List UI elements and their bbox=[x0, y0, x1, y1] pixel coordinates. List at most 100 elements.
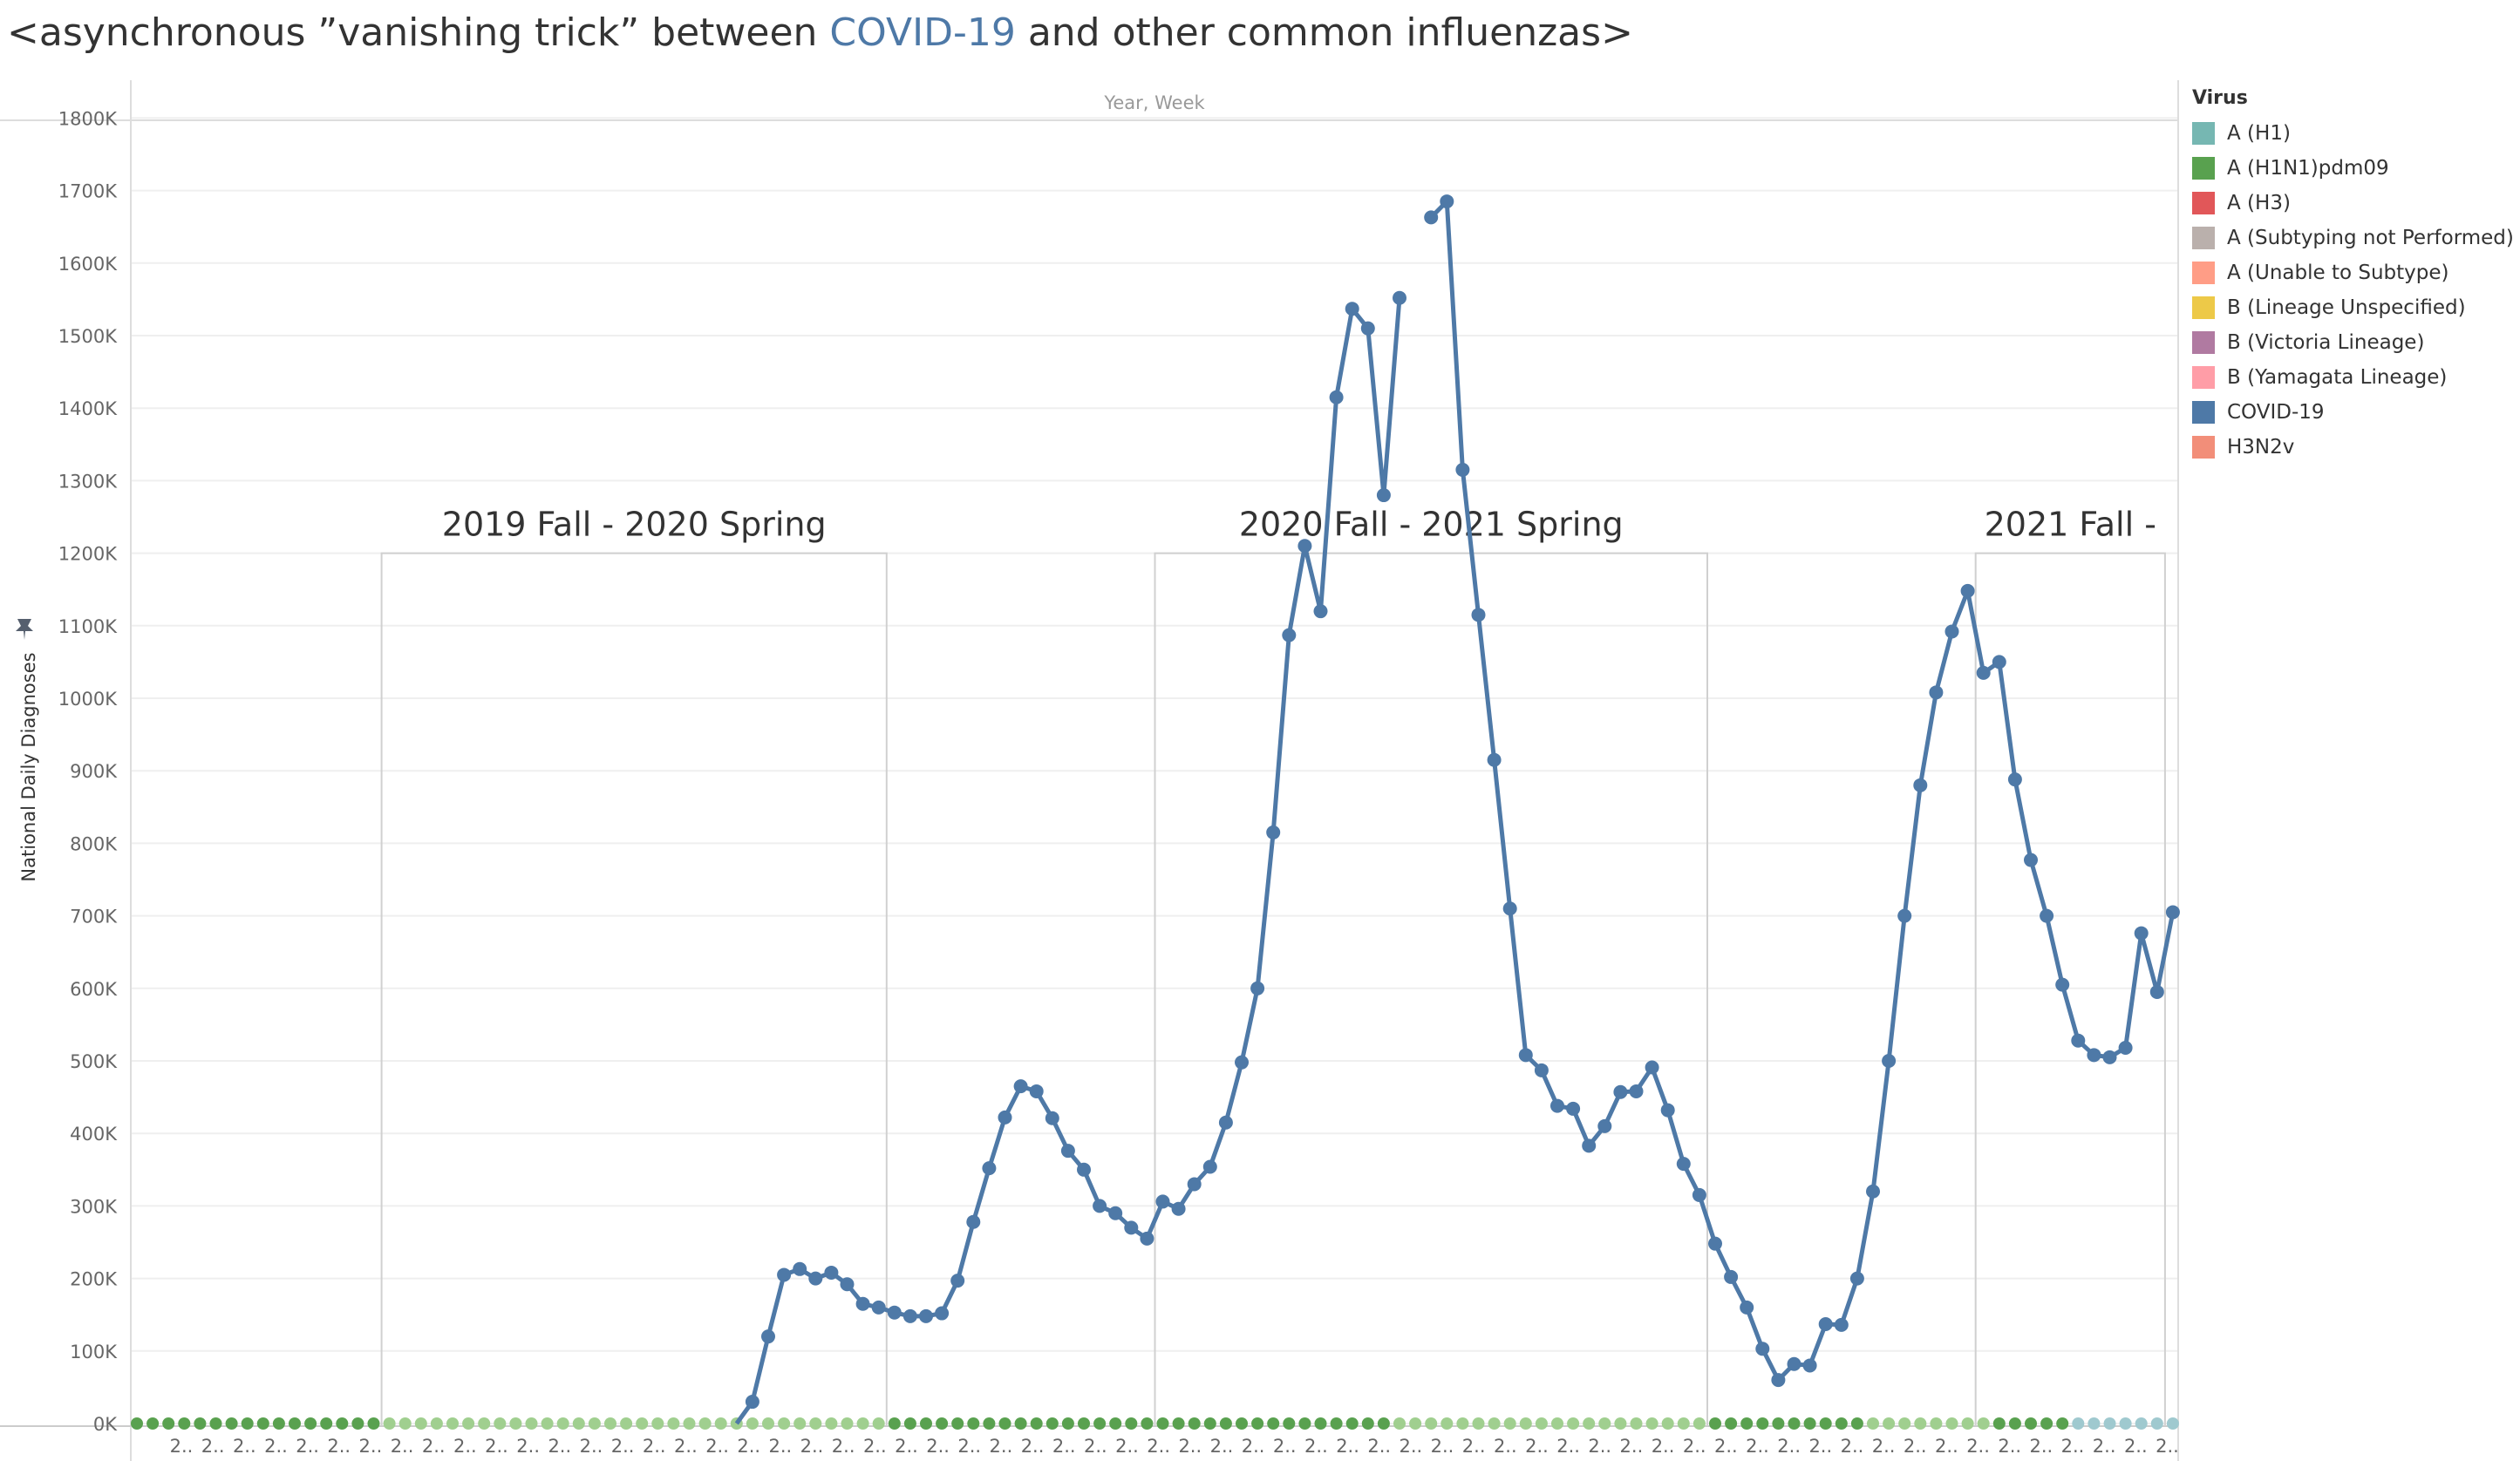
x-tick-label: 2.. bbox=[1052, 1436, 1076, 1457]
covid-point bbox=[1093, 1199, 1107, 1213]
legend-item[interactable]: A (H1) bbox=[2192, 116, 2515, 151]
covid-point bbox=[919, 1308, 933, 1323]
flu-point bbox=[620, 1417, 633, 1430]
x-tick-label: 2.. bbox=[1904, 1436, 1927, 1457]
y-tick-label: 300K bbox=[70, 1196, 118, 1217]
flu-point bbox=[289, 1417, 301, 1430]
pin-icon-shape bbox=[16, 619, 33, 640]
flu-point bbox=[398, 1417, 412, 1430]
flu-point bbox=[1945, 1417, 1958, 1430]
flu-point bbox=[1314, 1417, 1327, 1430]
flu-point bbox=[1456, 1417, 1469, 1430]
x-tick-label: 2.. bbox=[1242, 1436, 1265, 1457]
flu-point bbox=[509, 1417, 522, 1430]
covid-point bbox=[1013, 1079, 1028, 1094]
x-tick-label: 2.. bbox=[643, 1436, 666, 1457]
covid-point bbox=[840, 1277, 855, 1292]
flu-point bbox=[2008, 1417, 2021, 1430]
x-tick-label: 2.. bbox=[391, 1436, 414, 1457]
covid-point bbox=[1060, 1144, 1075, 1159]
x-tick-label: 2.. bbox=[674, 1436, 698, 1457]
covid-line bbox=[1429, 199, 2176, 1383]
covid-point bbox=[998, 1110, 1012, 1125]
flu-point bbox=[951, 1417, 964, 1430]
legend-item[interactable]: A (H3) bbox=[2192, 186, 2515, 221]
legend-item[interactable]: A (Subtyping not Performed) bbox=[2192, 221, 2515, 255]
legend-label: A (Unable to Subtype) bbox=[2227, 262, 2449, 284]
covid-point bbox=[1393, 290, 1406, 305]
flu-point bbox=[856, 1417, 869, 1430]
x-tick-label: 2.. bbox=[768, 1436, 792, 1457]
covid-point bbox=[1771, 1373, 1786, 1388]
flu-point bbox=[1488, 1417, 1501, 1430]
covid-point bbox=[1124, 1220, 1139, 1235]
y-tick-label: 900K bbox=[70, 761, 118, 782]
covid-point bbox=[1455, 462, 1470, 477]
x-tick-label: 2.. bbox=[264, 1436, 288, 1457]
legend-label: A (H1) bbox=[2227, 122, 2291, 145]
covid-point bbox=[1440, 194, 1454, 209]
legend-swatch bbox=[2192, 401, 2215, 424]
covid-point bbox=[1929, 685, 1944, 700]
flu-point bbox=[1141, 1417, 1154, 1430]
covid-point bbox=[1360, 321, 1375, 336]
flu-point bbox=[1835, 1417, 1848, 1430]
flu-point bbox=[651, 1417, 664, 1430]
covid-point bbox=[2024, 853, 2038, 867]
covid-point bbox=[1518, 1048, 1533, 1063]
legend-item[interactable]: B (Victoria Lineage) bbox=[2192, 325, 2515, 360]
x-tick-label: 2.. bbox=[1714, 1436, 1738, 1457]
flu-point bbox=[1788, 1417, 1801, 1430]
x-tick-label: 2.. bbox=[957, 1436, 981, 1457]
flu-point bbox=[1850, 1417, 1863, 1430]
flu-point bbox=[131, 1417, 143, 1430]
covid-line bbox=[734, 297, 1402, 1425]
flu-point bbox=[778, 1417, 791, 1430]
flu-point bbox=[1503, 1417, 1516, 1430]
flu-point bbox=[1361, 1417, 1374, 1430]
x-tick-label: 2.. bbox=[1021, 1436, 1045, 1457]
legend-item[interactable]: B (Lineage Unspecified) bbox=[2192, 290, 2515, 325]
covid-point bbox=[1866, 1184, 1880, 1199]
flu-point bbox=[1061, 1417, 1074, 1430]
season-box bbox=[1154, 552, 1708, 1426]
x-tick-label: 2.. bbox=[1966, 1436, 1990, 1457]
flu-point bbox=[1692, 1417, 1706, 1430]
covid-point bbox=[1629, 1084, 1644, 1098]
flu-point bbox=[1898, 1417, 1911, 1430]
legend-label: B (Victoria Lineage) bbox=[2227, 331, 2425, 354]
x-tick-label: 2.. bbox=[1147, 1436, 1170, 1457]
flu-point bbox=[462, 1417, 475, 1430]
flu-point bbox=[1992, 1417, 2006, 1430]
covid-point bbox=[1502, 901, 1517, 916]
covid-point bbox=[871, 1300, 886, 1315]
title-suffix: and other common influenzas> bbox=[1015, 10, 1633, 55]
y-tick-label: 700K bbox=[70, 907, 118, 928]
flu-point bbox=[793, 1417, 807, 1430]
covid-point bbox=[2149, 984, 2164, 999]
covid-point bbox=[1818, 1317, 1833, 1332]
flu-point bbox=[1440, 1417, 1454, 1430]
flu-point bbox=[1709, 1417, 1721, 1430]
flu-point bbox=[2072, 1417, 2085, 1430]
legend-item[interactable]: H3N2v bbox=[2192, 430, 2515, 465]
flu-point bbox=[241, 1417, 254, 1430]
y-tick-label: 1400K bbox=[58, 398, 118, 419]
flu-point bbox=[209, 1417, 222, 1430]
legend-swatch bbox=[2192, 296, 2215, 319]
flu-point bbox=[2103, 1417, 2116, 1430]
x-tick-label: 2.. bbox=[1588, 1436, 1611, 1457]
covid-point bbox=[1171, 1201, 1186, 1216]
legend-item[interactable]: A (Unable to Subtype) bbox=[2192, 255, 2515, 290]
covid-point bbox=[966, 1214, 981, 1229]
covid-point bbox=[2007, 772, 2022, 787]
x-tick-label: 2.. bbox=[1304, 1436, 1328, 1457]
season-box bbox=[380, 552, 888, 1426]
x-tick-label: 2.. bbox=[1525, 1436, 1549, 1457]
covid-point bbox=[1802, 1358, 1817, 1373]
legend-item[interactable]: A (H1N1)pdm09 bbox=[2192, 151, 2515, 186]
flu-point bbox=[1125, 1417, 1138, 1430]
legend-item[interactable]: COVID-19 bbox=[2192, 395, 2515, 430]
legend-item[interactable]: B (Yamagata Lineage) bbox=[2192, 360, 2515, 395]
covid-point bbox=[1313, 604, 1328, 619]
